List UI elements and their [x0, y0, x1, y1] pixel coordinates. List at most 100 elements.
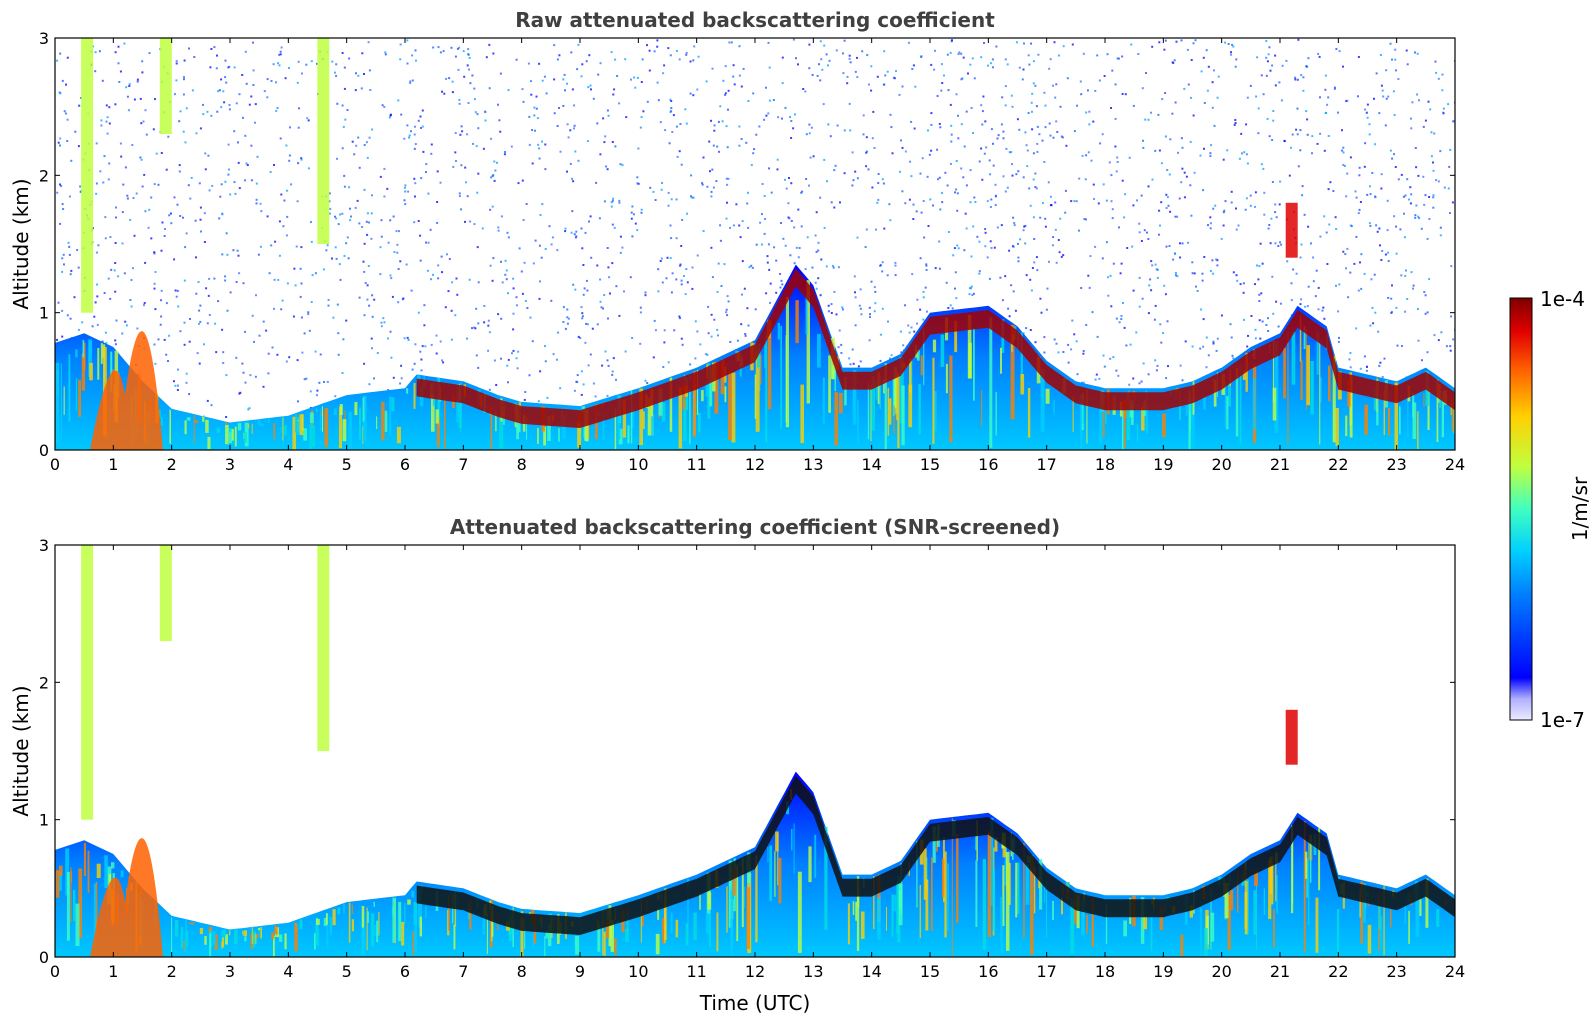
x-tick-label: 13: [803, 455, 823, 474]
aerosol-streak: [641, 915, 644, 927]
noise-speckle: [1117, 374, 1120, 377]
noise-speckle: [147, 226, 150, 229]
noise-speckle: [144, 109, 147, 112]
noise-speckle: [358, 222, 361, 225]
noise-speckle: [1200, 70, 1203, 73]
noise-speckle: [1319, 235, 1322, 238]
noise-speckle: [729, 226, 731, 229]
noise-speckle: [403, 199, 406, 202]
noise-speckle: [1160, 341, 1163, 344]
noise-speckle: [1116, 156, 1119, 159]
noise-speckle: [198, 309, 201, 312]
noise-speckle: [278, 254, 281, 257]
noise-speckle: [219, 195, 222, 198]
noise-speckle: [1029, 204, 1032, 207]
noise-speckle: [680, 279, 683, 282]
dense-aerosol-layer: [416, 775, 1455, 935]
noise-speckle: [538, 62, 541, 65]
noise-speckle: [649, 186, 652, 189]
noise-speckle: [618, 201, 621, 204]
noise-speckle: [280, 308, 283, 311]
aerosol-streak: [1143, 916, 1147, 930]
noise-speckle: [425, 241, 427, 244]
noise-speckle: [881, 307, 884, 310]
noise-speckle: [1112, 262, 1115, 265]
noise-speckle: [458, 102, 461, 105]
noise-speckle: [960, 167, 963, 170]
noise-speckle: [140, 158, 143, 161]
noise-speckle: [182, 216, 184, 219]
noise-speckle: [960, 52, 963, 55]
noise-speckle: [808, 67, 811, 70]
noise-speckle: [922, 290, 925, 293]
noise-speckle: [505, 278, 508, 281]
noise-speckle: [63, 263, 65, 266]
noise-speckle: [279, 137, 282, 140]
noise-speckle: [59, 52, 62, 55]
noise-speckle: [288, 356, 291, 359]
noise-speckle: [680, 283, 683, 286]
noise-speckle: [566, 322, 569, 325]
noise-speckle: [464, 166, 467, 169]
noise-speckle: [199, 320, 202, 323]
noise-speckle: [94, 301, 97, 304]
noise-speckle: [784, 178, 786, 181]
noise-speckle: [1380, 187, 1383, 190]
noise-speckle: [466, 195, 469, 198]
noise-speckle: [738, 224, 741, 227]
noise-speckle: [169, 212, 172, 215]
noise-speckle: [1159, 323, 1162, 326]
noise-speckle: [1288, 174, 1291, 177]
aerosol-streak: [1287, 331, 1289, 445]
aerosol-streak: [597, 924, 601, 952]
noise-speckle: [1319, 132, 1322, 135]
noise-speckle: [337, 223, 340, 226]
noise-speckle: [1180, 137, 1183, 140]
aerosol-streak: [892, 377, 896, 417]
noise-speckle: [1323, 149, 1326, 152]
aerosol-streak: [321, 406, 323, 432]
noise-speckle: [916, 322, 918, 325]
fog-layer: [90, 331, 163, 450]
aerosol-streak: [1025, 863, 1030, 905]
noise-speckle: [740, 323, 743, 326]
noise-speckle: [136, 78, 139, 81]
noise-speckle: [175, 60, 178, 63]
noise-speckle: [1060, 255, 1063, 258]
noise-speckle: [1122, 302, 1124, 304]
noise-speckle: [1294, 76, 1297, 79]
noise-speckle: [1303, 213, 1306, 216]
noise-speckle: [124, 320, 127, 323]
noise-speckle: [1254, 328, 1257, 331]
noise-speckle: [691, 266, 694, 269]
aerosol-streak: [401, 921, 405, 946]
noise-speckle: [1121, 93, 1124, 95]
noise-speckle: [454, 55, 457, 58]
noise-speckle: [769, 301, 771, 304]
noise-speckle: [1263, 213, 1266, 216]
noise-speckle: [1031, 110, 1033, 113]
noise-speckle: [1368, 222, 1371, 225]
noise-speckle: [854, 70, 857, 73]
noise-speckle: [493, 359, 496, 362]
noise-speckle: [538, 244, 541, 247]
noise-speckle: [675, 50, 678, 52]
noise-speckle: [936, 148, 939, 151]
noise-speckle: [1144, 118, 1147, 121]
noise-speckle: [507, 381, 509, 384]
noise-speckle: [816, 74, 819, 77]
noise-speckle: [1245, 197, 1248, 200]
noise-speckle: [987, 64, 989, 67]
noise-speckle: [694, 320, 697, 323]
noise-speckle: [1402, 195, 1405, 198]
noise-speckle: [100, 119, 103, 122]
noise-speckle: [868, 339, 871, 342]
noise-speckle: [544, 143, 547, 146]
noise-speckle: [225, 416, 228, 418]
noise-speckle: [725, 217, 728, 220]
noise-speckle: [1333, 86, 1336, 89]
aerosol-streak: [1427, 387, 1430, 430]
noise-speckle: [752, 92, 755, 95]
noise-speckle: [358, 166, 361, 169]
noise-speckle: [403, 137, 406, 140]
